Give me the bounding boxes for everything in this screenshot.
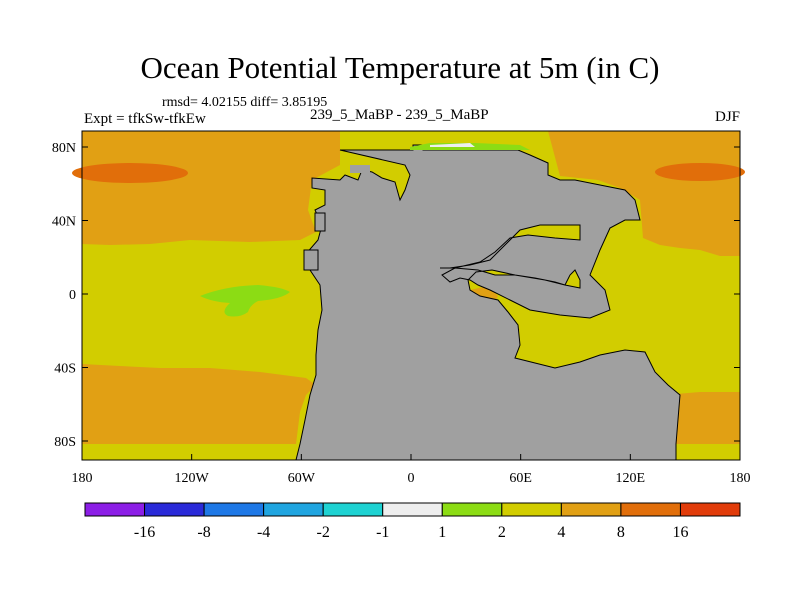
north-land-fill bbox=[350, 165, 370, 173]
stats-text: rmsd= 4.02155 diff= 3.85195 bbox=[162, 95, 328, 110]
colorbar-label: -16 bbox=[134, 524, 155, 541]
colorbar-label: 4 bbox=[557, 524, 565, 541]
polar-neutral-strip bbox=[430, 143, 475, 147]
x-tick-label: 120W bbox=[175, 471, 210, 486]
colorbar-swatch bbox=[203, 502, 265, 517]
north-east-warm-band bbox=[548, 131, 740, 256]
north-atlantic-hot-spot bbox=[72, 163, 188, 183]
y-tick-label: 40N bbox=[52, 215, 76, 230]
map-panel bbox=[72, 130, 745, 461]
y-tick-label: 40S bbox=[54, 362, 76, 377]
colorbar-label: -4 bbox=[257, 524, 270, 541]
colorbar-swatch bbox=[620, 502, 681, 517]
colorbar-swatch bbox=[84, 502, 146, 517]
north-pacific-hot-spot bbox=[655, 163, 745, 181]
north-west-warm-band bbox=[82, 131, 340, 245]
colorbar-label: 8 bbox=[617, 524, 625, 541]
colorbar: -16 -8 -4 -2 -1 1 2 4 8 16 bbox=[84, 502, 741, 541]
x-tick-label: 60W bbox=[288, 471, 316, 486]
south-west-warm-band bbox=[82, 364, 316, 444]
comparison-label: 239_5_MaBP - 239_5_MaBP bbox=[310, 107, 489, 123]
experiment-label: Expt = tfkSw-tfkEw bbox=[84, 111, 206, 127]
y-tick-label: 80N bbox=[52, 141, 76, 156]
colorbar-swatch bbox=[441, 502, 503, 517]
colorbar-swatch bbox=[144, 502, 205, 517]
plot-title: Ocean Potential Temperature at 5m (in C) bbox=[140, 50, 660, 85]
colorbar-swatch bbox=[263, 502, 324, 517]
colorbar-swatch bbox=[322, 502, 384, 517]
y-tick-label: 80S bbox=[54, 435, 76, 450]
tropical-cool-patch bbox=[200, 285, 290, 317]
colorbar-label: -2 bbox=[317, 524, 330, 541]
colorbar-label: -1 bbox=[376, 524, 389, 541]
x-tick-label: 180 bbox=[730, 471, 751, 486]
x-tick-label: 0 bbox=[408, 471, 415, 486]
x-tick-label: 60E bbox=[509, 471, 532, 486]
western-coast-island bbox=[303, 249, 319, 271]
colorbar-label: 1 bbox=[438, 524, 446, 541]
south-east-warm-band bbox=[676, 392, 740, 444]
x-tick-label: 120E bbox=[616, 471, 646, 486]
x-axis: 180 120W 60W 0 60E 120E 180 bbox=[72, 454, 751, 486]
season-label: DJF bbox=[714, 109, 740, 125]
colorbar-swatch bbox=[679, 502, 741, 517]
y-tick-label: 0 bbox=[69, 288, 76, 303]
colorbar-swatch bbox=[382, 502, 443, 517]
colorbar-label: -8 bbox=[197, 524, 210, 541]
west-island bbox=[314, 212, 326, 232]
colorbar-swatch bbox=[501, 502, 562, 517]
colorbar-label: 16 bbox=[672, 524, 688, 541]
y-axis: 80N 40N 0 40S 80S bbox=[52, 141, 740, 450]
colorbar-swatch bbox=[560, 502, 622, 517]
x-tick-label: 180 bbox=[72, 471, 93, 486]
colorbar-label: 2 bbox=[498, 524, 506, 541]
